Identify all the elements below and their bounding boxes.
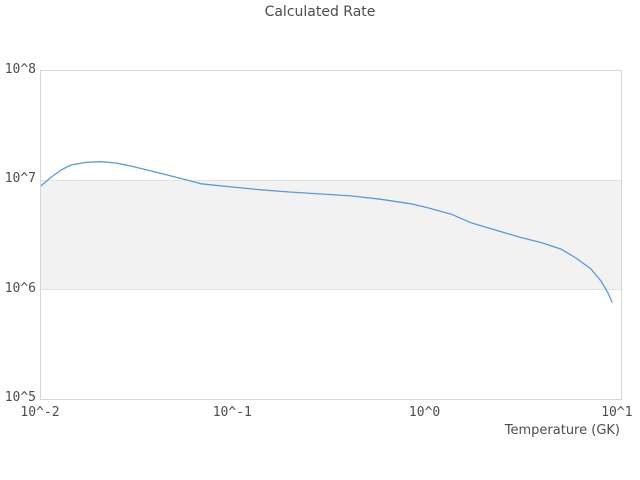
x-axis-title: Temperature (GK)	[504, 423, 620, 438]
y-tick-label: 10^7	[4, 171, 36, 187]
x-tick-label: 10^1	[601, 405, 633, 420]
y-tick-label: 10^5	[4, 390, 36, 405]
rate-line	[41, 161, 613, 303]
y-tick-label: 10^6	[4, 280, 36, 296]
plot-area	[40, 70, 622, 400]
x-tick-label: 10^0	[408, 405, 441, 420]
rate-curve-svg	[41, 161, 613, 303]
x-tick-label: 10^-2	[20, 405, 60, 420]
x-tick-label: 10^-1	[212, 405, 252, 420]
chart-title: Calculated Rate	[264, 4, 376, 20]
y-tick-label: 10^8	[4, 62, 36, 77]
grid-band	[41, 180, 621, 290]
